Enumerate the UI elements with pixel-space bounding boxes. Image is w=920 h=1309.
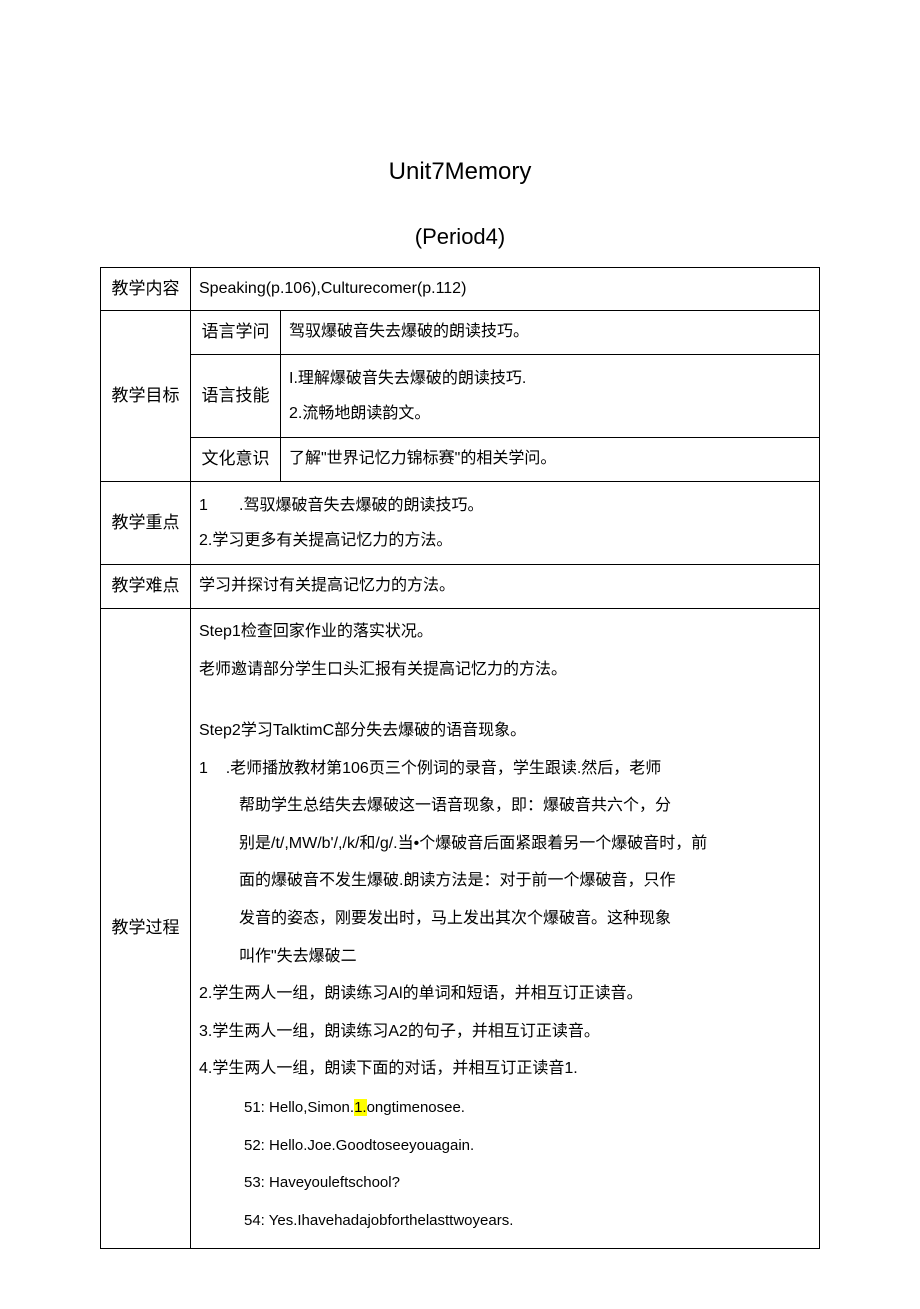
step2-item1-text1: .老师播放教材第106页三个例词的录音，学生跟读.然后，老师 [226, 760, 662, 777]
content-label: 教学内容 [101, 267, 191, 311]
dialog-51-highlight: 1. [354, 1099, 367, 1116]
culture-label: 文化意识 [191, 438, 281, 482]
goal-culture-row: 文化意识 了解"世界记忆力锦标赛"的相关学问。 [101, 438, 820, 482]
process-label: 教学过程 [101, 608, 191, 1248]
step2-item1-line5: 发音的姿态，刚要发出时，马上发出其次个爆破音。这种现象 [199, 902, 811, 936]
emphasis-item-2: 2.学习更多有关提高记忆力的方法。 [199, 523, 811, 558]
difficulty-row: 教学难点 学习并探讨有关提高记忆力的方法。 [101, 565, 820, 609]
emphasis-label: 教学重点 [101, 481, 191, 564]
dialog-51: 51: Hello,Simon.1.ongtimenosee. [199, 1092, 811, 1124]
knowledge-value: 驾驭爆破音失去爆破的朗读技巧。 [281, 311, 820, 355]
step2-item1-line3: 别是/t/,MW/b'/,/k/和/g/.当•个爆破音后面紧跟着另一个爆破音时，… [199, 827, 811, 861]
step2-item1-line6: 叫作"失去爆破二 [199, 940, 811, 974]
skill-item-2: 2.流畅地朗读韵文。 [289, 396, 811, 431]
step2-item1-line4: 面的爆破音不发生爆破.朗读方法是：对于前一个爆破音，只作 [199, 864, 811, 898]
step2-item1-num: 1 [199, 760, 208, 777]
content-row: 教学内容 Speaking(p.106),Culturecomer(p.112) [101, 267, 820, 311]
dialog-52: 52: Hello.Joe.Goodtoseeyouagain. [199, 1130, 811, 1162]
culture-value: 了解"世界记忆力锦标赛"的相关学问。 [281, 438, 820, 482]
difficulty-value: 学习并探讨有关提高记忆力的方法。 [191, 565, 820, 609]
emphasis-value: 1 .驾驭爆破音失去爆破的朗读技巧。 2.学习更多有关提高记忆力的方法。 [191, 481, 820, 564]
content-value: Speaking(p.106),Culturecomer(p.112) [191, 267, 820, 311]
process-value: Step1检查回家作业的落实状况。 老师邀请部分学生口头汇报有关提高记忆力的方法… [191, 608, 820, 1248]
process-row: 教学过程 Step1检查回家作业的落实状况。 老师邀请部分学生口头汇报有关提高记… [101, 608, 820, 1248]
goal-knowledge-row: 教学目标 语言学问 驾驭爆破音失去爆破的朗读技巧。 [101, 311, 820, 355]
step2-item3: 3.学生两人一组，朗读练习A2的句子，并相互订正读音。 [199, 1015, 811, 1049]
goals-label: 教学目标 [101, 311, 191, 482]
dialog-51-pre: 51: Hello,Simon. [244, 1099, 354, 1116]
step2-item1-line1: 1 .老师播放教材第106页三个例词的录音，学生跟读.然后，老师 [199, 752, 811, 786]
dialog-53: 53: Haveyouleftschool? [199, 1167, 811, 1199]
step2-item2: 2.学生两人一组，朗读练习Al的单词和短语，并相互订正读音。 [199, 977, 811, 1011]
step1-title: Step1检查回家作业的落实状况。 [199, 615, 811, 649]
emphasis-text-1: .驾驭爆破音失去爆破的朗读技巧。 [239, 497, 483, 514]
document-subtitle: (Period4) [100, 217, 820, 257]
dialog-54: 54: Yes.Ihavehadajobforthelasttwoyears. [199, 1205, 811, 1237]
emphasis-row: 教学重点 1 .驾驭爆破音失去爆破的朗读技巧。 2.学习更多有关提高记忆力的方法… [101, 481, 820, 564]
difficulty-label: 教学难点 [101, 565, 191, 609]
emphasis-num-1: 1 [199, 497, 208, 514]
goal-skill-row: 语言技能 I.理解爆破音失去爆破的朗读技巧. 2.流畅地朗读韵文。 [101, 354, 820, 437]
step2-title: Step2学习TalktimC部分失去爆破的语音现象。 [199, 714, 811, 748]
document-title: Unit7Memory [100, 150, 820, 193]
emphasis-item-1: 1 .驾驭爆破音失去爆破的朗读技巧。 [199, 488, 811, 523]
skill-item-1: I.理解爆破音失去爆破的朗读技巧. [289, 361, 811, 396]
lesson-plan-table: 教学内容 Speaking(p.106),Culturecomer(p.112)… [100, 267, 820, 1249]
knowledge-label: 语言学问 [191, 311, 281, 355]
skill-value: I.理解爆破音失去爆破的朗读技巧. 2.流畅地朗读韵文。 [281, 354, 820, 437]
dialog-51-post: ongtimenosee. [367, 1099, 465, 1116]
skill-label: 语言技能 [191, 354, 281, 437]
step2-item1-line2: 帮助学生总结失去爆破这一语音现象，即：爆破音共六个，分 [199, 789, 811, 823]
step2-item4: 4.学生两人一组，朗读下面的对话，并相互订正读音1. [199, 1052, 811, 1086]
step1-line: 老师邀请部分学生口头汇报有关提高记忆力的方法。 [199, 653, 811, 687]
